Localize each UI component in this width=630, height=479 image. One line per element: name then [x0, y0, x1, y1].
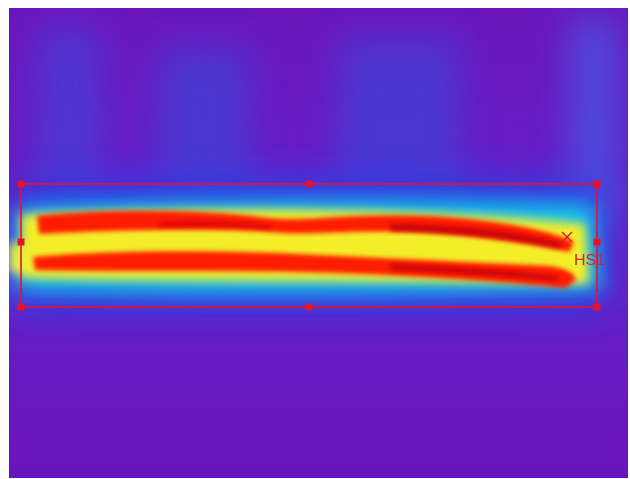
resize-handle-bottom-left[interactable] [17, 303, 25, 311]
thermal-image-viewer[interactable]: HS1 [9, 8, 628, 478]
cold-haze [9, 18, 619, 298]
measurement-box[interactable] [17, 180, 601, 311]
thermal-image: HS1 [9, 8, 628, 478]
thermal-hot-stripes [33, 210, 576, 288]
resize-handle-right[interactable] [593, 238, 601, 246]
resize-handle-top[interactable] [305, 180, 313, 188]
hotspot-marker[interactable]: HS1 [561, 231, 605, 269]
resize-handle-left[interactable] [17, 238, 25, 246]
resize-handle-top-left[interactable] [17, 180, 25, 188]
hotspot-label: HS1 [574, 252, 605, 269]
resize-handle-top-right[interactable] [593, 180, 601, 188]
resize-handle-bottom[interactable] [305, 303, 313, 311]
thermal-hottest-cores [159, 221, 564, 281]
resize-handle-bottom-right[interactable] [593, 303, 601, 311]
crosshair-x-icon [561, 231, 573, 243]
